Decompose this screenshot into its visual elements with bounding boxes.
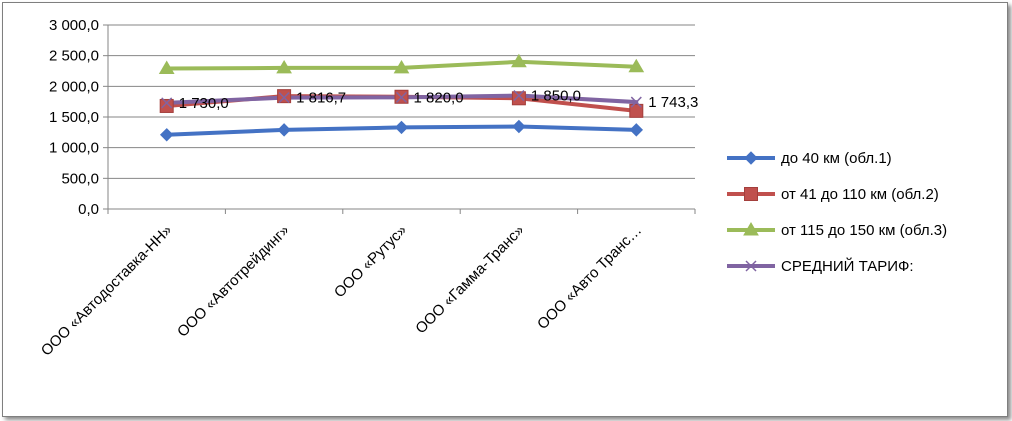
- x-tick-label: ООО «Автотрейдинг»: [174, 222, 293, 341]
- data-point: [629, 103, 644, 118]
- y-tick-label: 1 500,0: [49, 109, 99, 126]
- legend-marker: [745, 260, 757, 272]
- y-tick-label: 1 000,0: [49, 140, 99, 157]
- data-point: [159, 128, 174, 142]
- legend-label: до 40 км (обл.1): [781, 150, 892, 167]
- marker-x-stroke: [630, 96, 642, 108]
- data-point: [395, 91, 408, 103]
- x-tick-label: ООО «Автодоставка-НН»: [38, 222, 176, 360]
- data-point: [629, 123, 644, 137]
- x-tick-label: ООО «Гамма-Транс»: [412, 222, 527, 337]
- legend-label: СРЕДНИЙ ТАРИФ:: [781, 257, 914, 275]
- legend-label: от 115 до 150 км (обл.3): [781, 222, 947, 239]
- marker-x-stroke: [395, 91, 408, 103]
- legend-marker: [743, 222, 759, 236]
- y-tick-label: 500,0: [61, 170, 99, 187]
- data-point: [628, 58, 645, 73]
- data-point: [513, 90, 525, 102]
- data-point: [393, 59, 410, 74]
- marker-x-stroke: [745, 260, 757, 272]
- data-point: [511, 53, 527, 68]
- data-point: [394, 120, 409, 135]
- x-tick-label: ООО «Авто Транс…: [534, 222, 645, 333]
- line-chart: 0,0 500,0 1 000,0 1 500,0 2 000,0 2 500,0 3 00…: [38, 17, 947, 360]
- data-point: [277, 123, 291, 137]
- chart-frame: 0,0 500,0 1 000,0 1 500,0 2 000,0 2 500,0 3 00…: [2, 2, 1008, 417]
- data-point: [277, 89, 292, 104]
- y-tick-label: 2 500,0: [49, 48, 99, 65]
- marker-x-stroke: [278, 92, 290, 104]
- data-point: [276, 59, 292, 74]
- marker-x-stroke: [513, 90, 525, 102]
- legend-label: от 41 до 110 км (обл.2): [781, 186, 939, 203]
- y-tick-label: 3 000,0: [49, 17, 99, 34]
- legend-marker: [744, 187, 758, 201]
- legend-marker: [744, 151, 758, 165]
- data-point: [158, 60, 175, 75]
- data-point: [159, 98, 174, 113]
- data-point: [630, 96, 642, 108]
- marker-x-stroke: [161, 97, 173, 109]
- data-point: [511, 91, 526, 106]
- data-label: 1 820,0: [414, 89, 464, 106]
- data-point: [512, 119, 526, 134]
- y-tick-label: 0,0: [78, 201, 99, 218]
- x-tick-label: ООО «Рутус»: [331, 222, 410, 301]
- data-point: [161, 97, 173, 109]
- data-label: 1 743,3: [648, 94, 698, 111]
- data-label: 1 730,0: [179, 95, 229, 112]
- data-point: [278, 92, 290, 104]
- data-label: 1 850,0: [531, 88, 581, 105]
- data-label: 1 816,7: [296, 90, 346, 107]
- y-tick-label: 2 000,0: [49, 78, 99, 95]
